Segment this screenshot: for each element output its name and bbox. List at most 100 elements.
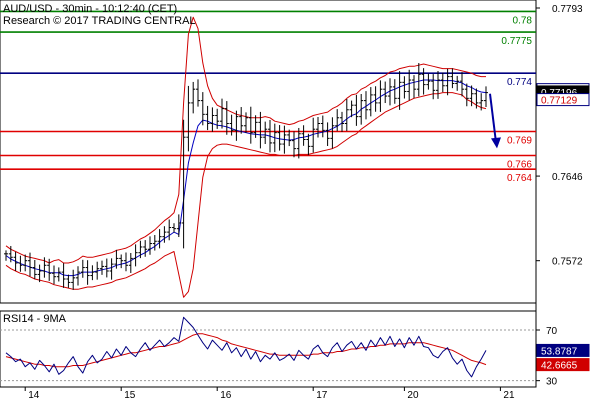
price-bar-73 (354, 94, 359, 126)
time-tick-label-1: 15 (124, 390, 136, 400)
price-bar-99 (479, 93, 484, 111)
price-bar-36 (176, 214, 181, 238)
rsi-ma-value-tag-box (536, 358, 590, 372)
price-tick-label-0: 0.7793 (552, 4, 583, 15)
price-bar-34 (167, 219, 172, 241)
lower-price-tag-text: 0.77129 (541, 96, 578, 107)
price-bar-38 (186, 85, 191, 152)
price-bar-54 (263, 121, 268, 145)
time-tick-label-3: 17 (316, 390, 328, 400)
price-bar-0 (4, 250, 8, 261)
price-bar-55 (268, 119, 272, 153)
level-label-5: 0.764 (507, 173, 532, 184)
price-bar-13 (66, 274, 71, 288)
time-tick-label-4: 20 (407, 390, 419, 400)
time-tick-label-0: 14 (28, 390, 40, 400)
rsi-value-tag-box (536, 343, 590, 357)
time-axis: 14 15 16 17 20 21 (24, 387, 515, 400)
price-bar-26 (128, 252, 133, 273)
price-bar-84 (407, 69, 412, 101)
price-bar-52 (253, 115, 258, 138)
price-bar-98 (474, 88, 479, 109)
time-tick-label-5: 21 (503, 390, 515, 400)
price-bar-88 (426, 73, 431, 90)
price-bar-53 (258, 111, 263, 149)
price-bar-59 (287, 129, 292, 147)
price-bar-92 (445, 68, 450, 96)
price-bar-37 (181, 119, 186, 249)
price-bar-35 (172, 223, 176, 233)
price-bar-56 (272, 123, 277, 153)
price-bar-47 (229, 114, 234, 136)
price-bar-46 (224, 101, 229, 135)
forecast-arrow-shaft (489, 93, 497, 143)
forecast-arrow (489, 93, 501, 149)
price-bar-20 (100, 260, 104, 275)
price-bar-10 (52, 265, 56, 285)
price-bar-78 (378, 80, 383, 112)
price-bar-62 (301, 125, 306, 146)
level-label-4: 0.766 (507, 160, 532, 171)
price-bar-14 (71, 269, 76, 290)
level-label-1: 0.7775 (501, 36, 532, 47)
price-bar-51 (248, 106, 253, 144)
price-tick-label-2: 0.7646 (552, 172, 583, 183)
rsi-axis: 70 30 (536, 326, 558, 388)
price-bar-81 (392, 79, 397, 104)
price-plot-area (0, 0, 537, 304)
price-bar-96 (464, 83, 469, 107)
price-bar-79 (383, 81, 388, 104)
lower-band-line (5, 92, 487, 298)
price-bar-4 (23, 254, 28, 272)
price-bar-42 (205, 105, 210, 131)
price-bar-80 (388, 78, 392, 106)
price-bar-94 (455, 75, 460, 91)
price-bar-68 (330, 117, 335, 149)
price-bar-65 (316, 116, 320, 138)
price-bar-19 (95, 261, 100, 280)
price-bar-60 (292, 131, 296, 158)
price-bar-7 (37, 264, 42, 283)
price-bar-50 (244, 112, 248, 134)
price-bar-30 (148, 236, 152, 255)
price-bar-29 (143, 240, 148, 257)
lower-price-tag-box (536, 93, 590, 107)
price-bar-11 (56, 267, 61, 282)
price-bar-28 (138, 240, 143, 259)
price-bar-90 (436, 71, 440, 99)
price-bar-33 (162, 226, 167, 243)
price-bar-45 (220, 98, 224, 129)
price-bar-97 (469, 85, 474, 107)
price-bar-71 (344, 98, 349, 131)
price-bar-64 (311, 117, 316, 153)
price-bar-74 (359, 93, 364, 125)
price-bar-89 (431, 74, 436, 100)
rsi-line (5, 316, 487, 378)
chart-title: AUD/USD - 30min - 10:12:40 (CET) (3, 3, 177, 15)
price-bar-67 (325, 122, 330, 146)
rsi-lines (5, 316, 487, 378)
price-bar-61 (296, 127, 301, 159)
price-bar-16 (80, 259, 85, 278)
price-bar-82 (397, 71, 402, 110)
level-label-3: 0.769 (507, 135, 532, 146)
rsi-ma-value-tag-text: 42.6665 (541, 361, 578, 372)
price-bar-76 (368, 87, 373, 117)
price-bar-25 (124, 252, 128, 272)
rsi-tick-label-0: 70 (546, 326, 558, 337)
price-bar-24 (119, 254, 124, 269)
key-levels: 0.78 0.7775 0.774 0.769 0.766 0.764 (0, 10, 536, 184)
price-bar-43 (210, 107, 215, 132)
price-bar-72 (349, 100, 354, 118)
price-bars (4, 63, 488, 290)
price-bar-8 (42, 257, 47, 278)
price-bar-39 (191, 81, 196, 114)
price-bar-9 (47, 258, 52, 281)
price-bar-27 (133, 244, 138, 267)
price-bar-77 (373, 86, 378, 112)
price-tick-label-3: 0.7572 (552, 257, 583, 268)
rsi-grid (0, 329, 536, 382)
price-bar-75 (364, 91, 368, 120)
